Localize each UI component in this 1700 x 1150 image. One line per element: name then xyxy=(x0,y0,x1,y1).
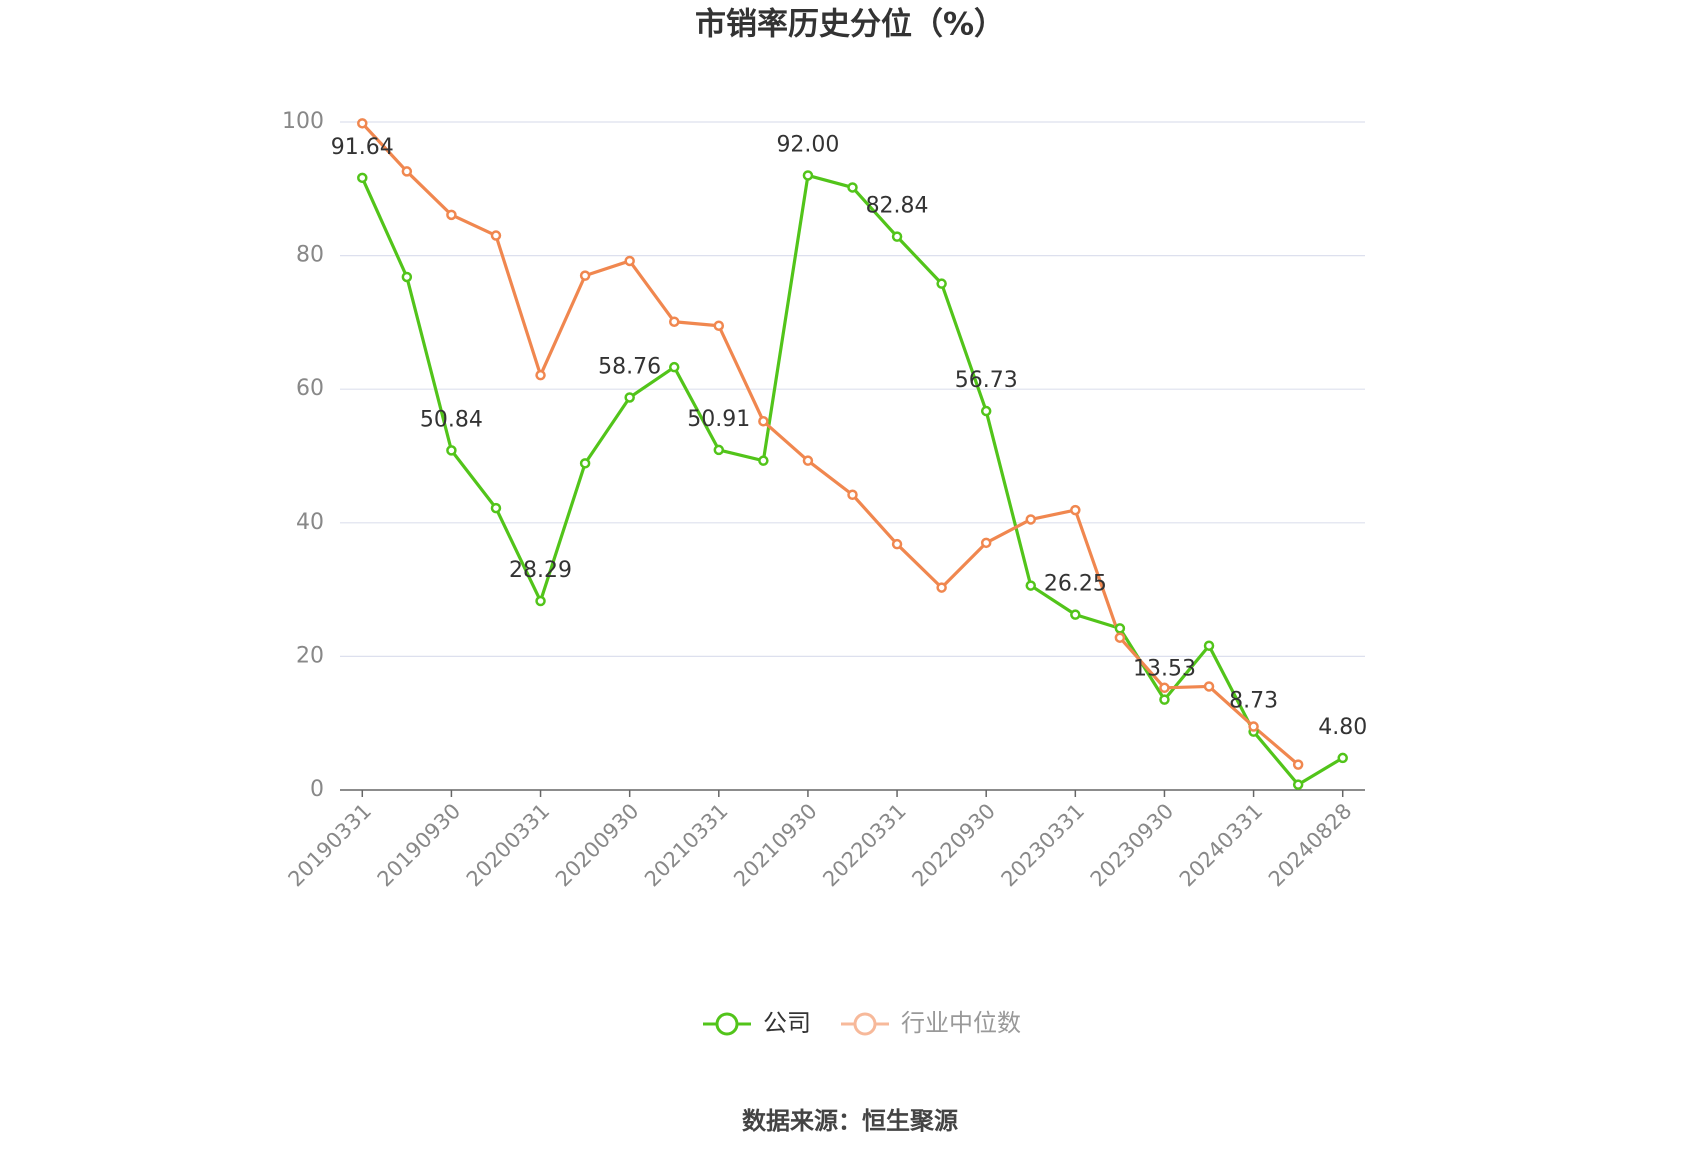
data-point xyxy=(936,582,947,593)
data-point xyxy=(758,416,769,427)
data-point xyxy=(1248,721,1259,732)
data-point xyxy=(1337,752,1348,764)
data-point xyxy=(891,231,903,242)
y-tick-label: 0 xyxy=(310,777,324,802)
legend-marker xyxy=(853,1012,877,1036)
data-point xyxy=(980,537,992,549)
data-point xyxy=(1114,623,1126,634)
legend-item[interactable]: 行业中位数 xyxy=(841,1009,1021,1037)
x-tick-label: 20210930 xyxy=(729,799,822,892)
data-label: 91.64 xyxy=(331,135,394,160)
data-point xyxy=(891,538,903,550)
x-tick-label: 20190930 xyxy=(373,799,466,892)
x-tick-label: 20230331 xyxy=(997,799,1090,892)
data-point xyxy=(401,166,413,177)
x-tick-label: 20240331 xyxy=(1175,799,1268,892)
data-point xyxy=(1292,759,1304,770)
data-label: 50.91 xyxy=(687,407,750,432)
data-point xyxy=(802,455,814,466)
x-tick-label: 20210331 xyxy=(640,799,733,892)
data-point xyxy=(1292,779,1304,790)
data-label: 28.29 xyxy=(509,558,572,583)
x-tick-label: 20200930 xyxy=(551,799,644,892)
data-label: 82.84 xyxy=(866,194,929,219)
data-point xyxy=(1159,694,1170,705)
data-point xyxy=(847,489,858,500)
series-line xyxy=(360,173,1344,787)
x-tick-label: 20240828 xyxy=(1264,799,1357,892)
x-tick-label: 20190331 xyxy=(284,799,377,892)
data-point xyxy=(713,444,725,456)
legend-label: 行业中位数 xyxy=(901,1009,1021,1037)
x-tick-label: 20200331 xyxy=(462,799,555,892)
data-point xyxy=(936,278,947,289)
source-note: 数据来源：恒生聚源 xyxy=(742,1107,958,1135)
data-point xyxy=(579,458,591,469)
data-point xyxy=(1025,580,1037,591)
data-point xyxy=(668,361,680,373)
legend-item[interactable]: 公司 xyxy=(703,1009,811,1037)
y-tick-label: 20 xyxy=(296,643,324,668)
y-tick-label: 40 xyxy=(296,510,324,535)
legend-marker xyxy=(715,1012,739,1036)
data-point xyxy=(1070,504,1081,516)
data-point xyxy=(802,170,814,181)
data-point xyxy=(490,502,502,514)
data-point xyxy=(535,369,546,381)
data-label: 92.00 xyxy=(776,132,839,157)
data-point xyxy=(624,392,635,403)
data-point xyxy=(579,270,591,281)
data-label: 56.73 xyxy=(955,368,1018,393)
legend-label: 公司 xyxy=(763,1009,811,1037)
data-label: 58.76 xyxy=(598,354,661,379)
data-point xyxy=(1070,609,1081,620)
data-label: 13.53 xyxy=(1133,657,1196,682)
data-point xyxy=(535,595,546,607)
data-point xyxy=(401,271,413,283)
series-line xyxy=(361,122,1300,766)
data-point xyxy=(758,455,769,466)
data-point xyxy=(847,182,858,193)
x-tick-label: 20220930 xyxy=(907,799,1000,892)
data-point xyxy=(980,405,992,417)
y-tick-label: 100 xyxy=(282,109,324,134)
data-label: 4.80 xyxy=(1318,715,1367,740)
y-tick-label: 80 xyxy=(296,243,324,268)
data-point xyxy=(1203,681,1215,692)
data-point xyxy=(713,320,725,331)
data-point xyxy=(1025,514,1037,525)
data-point xyxy=(357,172,368,184)
data-point xyxy=(668,316,680,327)
data-point xyxy=(1159,682,1170,694)
data-point xyxy=(490,230,502,241)
y-tick-label: 60 xyxy=(296,376,324,401)
data-label: 50.84 xyxy=(420,407,483,432)
data-point xyxy=(1114,632,1126,643)
data-label: 8.73 xyxy=(1229,689,1278,714)
chart-title: 市销率历史分位（%） xyxy=(695,7,1005,43)
data-point xyxy=(624,255,635,267)
data-point xyxy=(357,118,368,129)
x-tick-label: 20220331 xyxy=(818,799,911,892)
data-point xyxy=(446,209,457,221)
x-tick-label: 20230930 xyxy=(1086,799,1179,892)
data-point xyxy=(446,445,457,456)
data-label: 26.25 xyxy=(1044,572,1107,597)
data-point xyxy=(1203,640,1215,651)
